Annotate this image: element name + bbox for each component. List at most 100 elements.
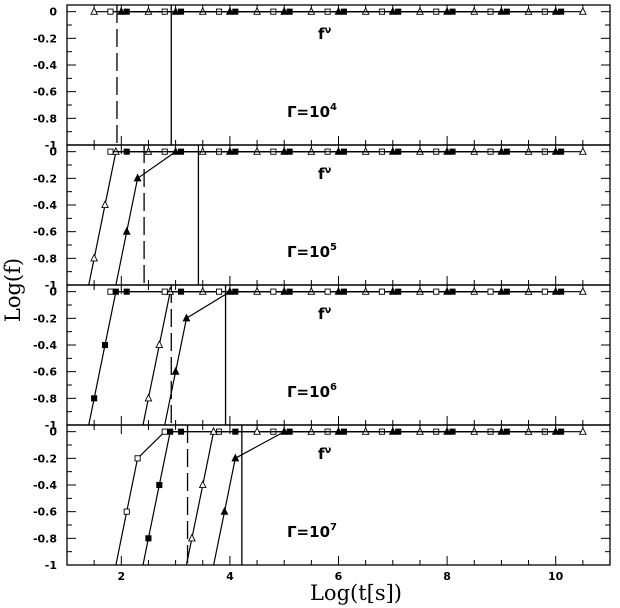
filled-triangle-marker — [497, 426, 506, 435]
curve-label-sup: ν — [325, 165, 332, 176]
filled-triangle-marker — [117, 6, 126, 15]
curve-label-base: f — [318, 25, 325, 43]
filled-triangle-marker — [225, 286, 234, 295]
filled-square-marker — [558, 8, 565, 15]
y-tick-label: -0.2 — [33, 452, 57, 465]
y-tick-label: 0 — [49, 426, 57, 439]
series-line-filled-triangle — [213, 431, 556, 565]
open-square-marker — [324, 288, 331, 295]
filled-triangle-marker — [551, 6, 560, 15]
filled-triangle-marker — [122, 226, 131, 235]
filled-triangle-marker — [280, 286, 289, 295]
y-tick-label: -1 — [45, 139, 57, 152]
x-tick-label: 6 — [335, 570, 343, 583]
y-tick-label: -0.2 — [33, 312, 57, 325]
open-triangle-marker — [470, 426, 479, 435]
filled-triangle-marker — [497, 6, 506, 15]
open-square-marker — [378, 288, 385, 295]
filled-square-marker — [286, 8, 293, 15]
open-square-marker — [161, 428, 168, 435]
filled-triangle-marker — [443, 426, 452, 435]
filled-triangle-marker — [334, 426, 343, 435]
panel-frame — [66, 4, 611, 146]
open-triangle-marker — [361, 6, 370, 15]
open-triangle-marker — [198, 146, 207, 155]
open-triangle-marker — [416, 286, 424, 295]
open-triangle-marker — [198, 286, 207, 295]
curve-label-sup: ν — [325, 305, 332, 316]
open-triangle-marker — [361, 426, 370, 435]
open-triangle-marker — [307, 286, 316, 295]
y-tick-label: -0.8 — [33, 112, 57, 125]
filled-triangle-marker — [497, 286, 506, 295]
open-triangle-marker — [155, 340, 164, 349]
filled-square-marker — [503, 8, 510, 15]
panel-label-exp: 7 — [330, 522, 337, 533]
open-square-marker — [123, 508, 130, 515]
series-line-filled-triangle — [164, 291, 556, 425]
open-triangle-marker — [470, 146, 479, 155]
open-triangle-marker — [144, 6, 153, 15]
panel-3: 0 -0.2 -0.4 -0.6 -0.8 -1 fν Γ=106 — [33, 284, 611, 432]
series-group — [115, 426, 587, 565]
filled-square-marker — [395, 8, 402, 15]
open-square-marker — [433, 288, 440, 295]
open-triangle-marker — [578, 286, 587, 295]
panel-label: Γ=107 — [287, 522, 337, 541]
curve-label: fν — [318, 25, 332, 43]
filled-triangle-marker — [334, 6, 343, 15]
panel-1: 0 -0.2 -0.4 -0.6 -0.8 -1 fν Γ=104 — [33, 4, 611, 152]
x-tick-label: 10 — [548, 570, 564, 583]
x-tick-label: 2 — [117, 570, 125, 583]
y-tick-label: -0.8 — [33, 252, 57, 265]
filled-triangle-marker — [225, 146, 234, 155]
open-triangle-marker — [524, 286, 533, 295]
series-line-filled-square — [142, 431, 562, 565]
filled-triangle-marker — [334, 146, 343, 155]
open-triangle-marker — [253, 426, 261, 435]
filled-triangle-marker — [225, 6, 234, 15]
y-tick-label: 0 — [49, 286, 57, 299]
y-tick-label: -1 — [45, 279, 57, 292]
series-group — [90, 6, 587, 15]
filled-square-marker — [177, 148, 185, 155]
open-triangle-marker — [90, 6, 99, 15]
filled-square-marker — [232, 8, 239, 15]
open-triangle-marker — [166, 286, 175, 295]
y-tick-label: -0.8 — [33, 532, 57, 545]
open-triangle-marker — [111, 146, 120, 155]
filled-square-marker — [177, 8, 185, 15]
series-line-filled-triangle — [115, 151, 556, 285]
y-tick-label: -1 — [45, 559, 57, 572]
y-tick-label: -0.6 — [33, 226, 57, 239]
panel-frame — [66, 284, 611, 426]
open-triangle-marker — [361, 146, 370, 155]
x-axis-title: Log(t[s]) — [310, 581, 402, 605]
filled-square-marker — [177, 428, 185, 435]
open-triangle-marker — [416, 6, 424, 15]
open-triangle-marker — [187, 533, 196, 542]
filled-square-marker — [503, 148, 510, 155]
panel-label: Γ=104 — [287, 102, 337, 121]
panel-label-base: Γ=10 — [287, 523, 330, 541]
open-triangle-marker — [578, 146, 587, 155]
y-axis-title: Log(f) — [1, 258, 25, 322]
panel-4: 0 -0.2 -0.4 -0.6 -0.8 -1 fν Γ=107 — [33, 424, 611, 572]
filled-triangle-marker — [443, 146, 452, 155]
panel-frame — [66, 144, 611, 286]
curve-label: fν — [318, 305, 332, 323]
y-tick-label: 0 — [49, 6, 57, 19]
filled-square-marker — [449, 8, 456, 15]
panel-2: 0 -0.2 -0.4 -0.6 -0.8 -1 fν Γ=105 — [33, 144, 611, 292]
series-group — [88, 146, 587, 285]
open-triangle-marker — [470, 286, 479, 295]
panel-label-base: Γ=10 — [287, 243, 330, 261]
series-group — [88, 286, 587, 425]
filled-square-marker — [286, 148, 293, 155]
open-triangle-marker — [209, 426, 218, 435]
filled-triangle-marker — [388, 146, 397, 155]
y-tick-label: -0.8 — [33, 392, 57, 405]
open-triangle-marker — [524, 146, 533, 155]
filled-triangle-marker — [443, 6, 452, 15]
